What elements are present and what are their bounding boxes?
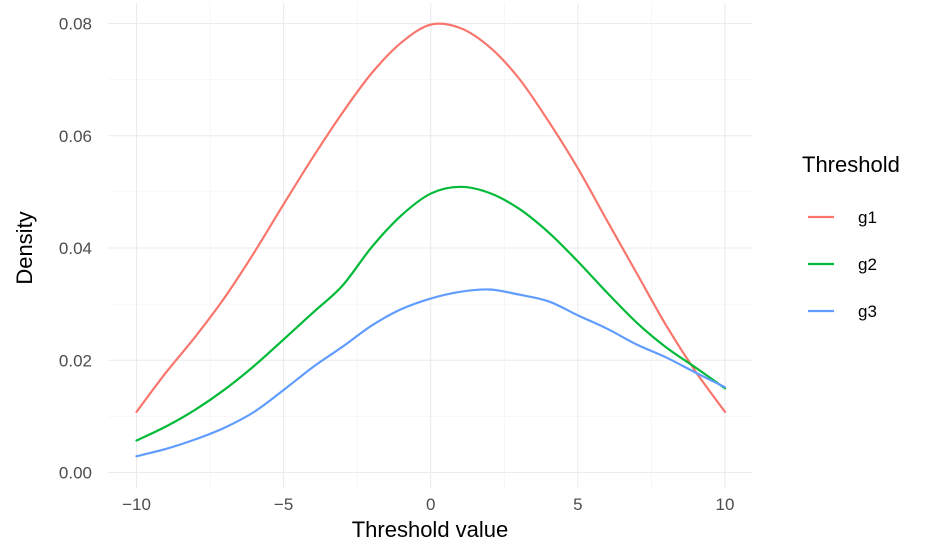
y-axis-title: Density [12,211,37,284]
legend: Threshold g1 g2 g3 [802,152,900,321]
legend-item-g3: g3 [808,302,877,321]
y-axis-ticks: 0.00 0.02 0.04 0.06 0.08 [59,15,92,483]
legend-item-g2: g2 [808,255,877,274]
x-tick-label: 5 [573,495,582,514]
x-axis-ticks: −10 −5 0 5 10 [122,495,734,514]
x-tick-label: 10 [716,495,735,514]
y-tick-label: 0.06 [59,127,92,146]
legend-title: Threshold [802,152,900,177]
series-layer [135,22,727,458]
series-line-g3 [135,288,727,458]
legend-item-g1: g1 [808,208,877,227]
legend-label-g2: g2 [858,255,877,274]
series-line-g2 [135,185,727,442]
y-tick-label: 0.04 [59,239,92,258]
x-axis-title: Threshold value [352,517,509,542]
y-tick-label: 0.02 [59,351,92,370]
series-line-g1 [135,22,727,413]
grid-layer [108,3,752,488]
legend-label-g3: g3 [858,302,877,321]
x-tick-label: −10 [122,495,151,514]
y-tick-label: 0.08 [59,15,92,34]
x-tick-label: 0 [426,495,435,514]
legend-items: g1 g2 g3 [808,208,877,321]
x-tick-label: −5 [274,495,293,514]
y-tick-label: 0.00 [59,464,92,483]
legend-label-g1: g1 [858,208,877,227]
